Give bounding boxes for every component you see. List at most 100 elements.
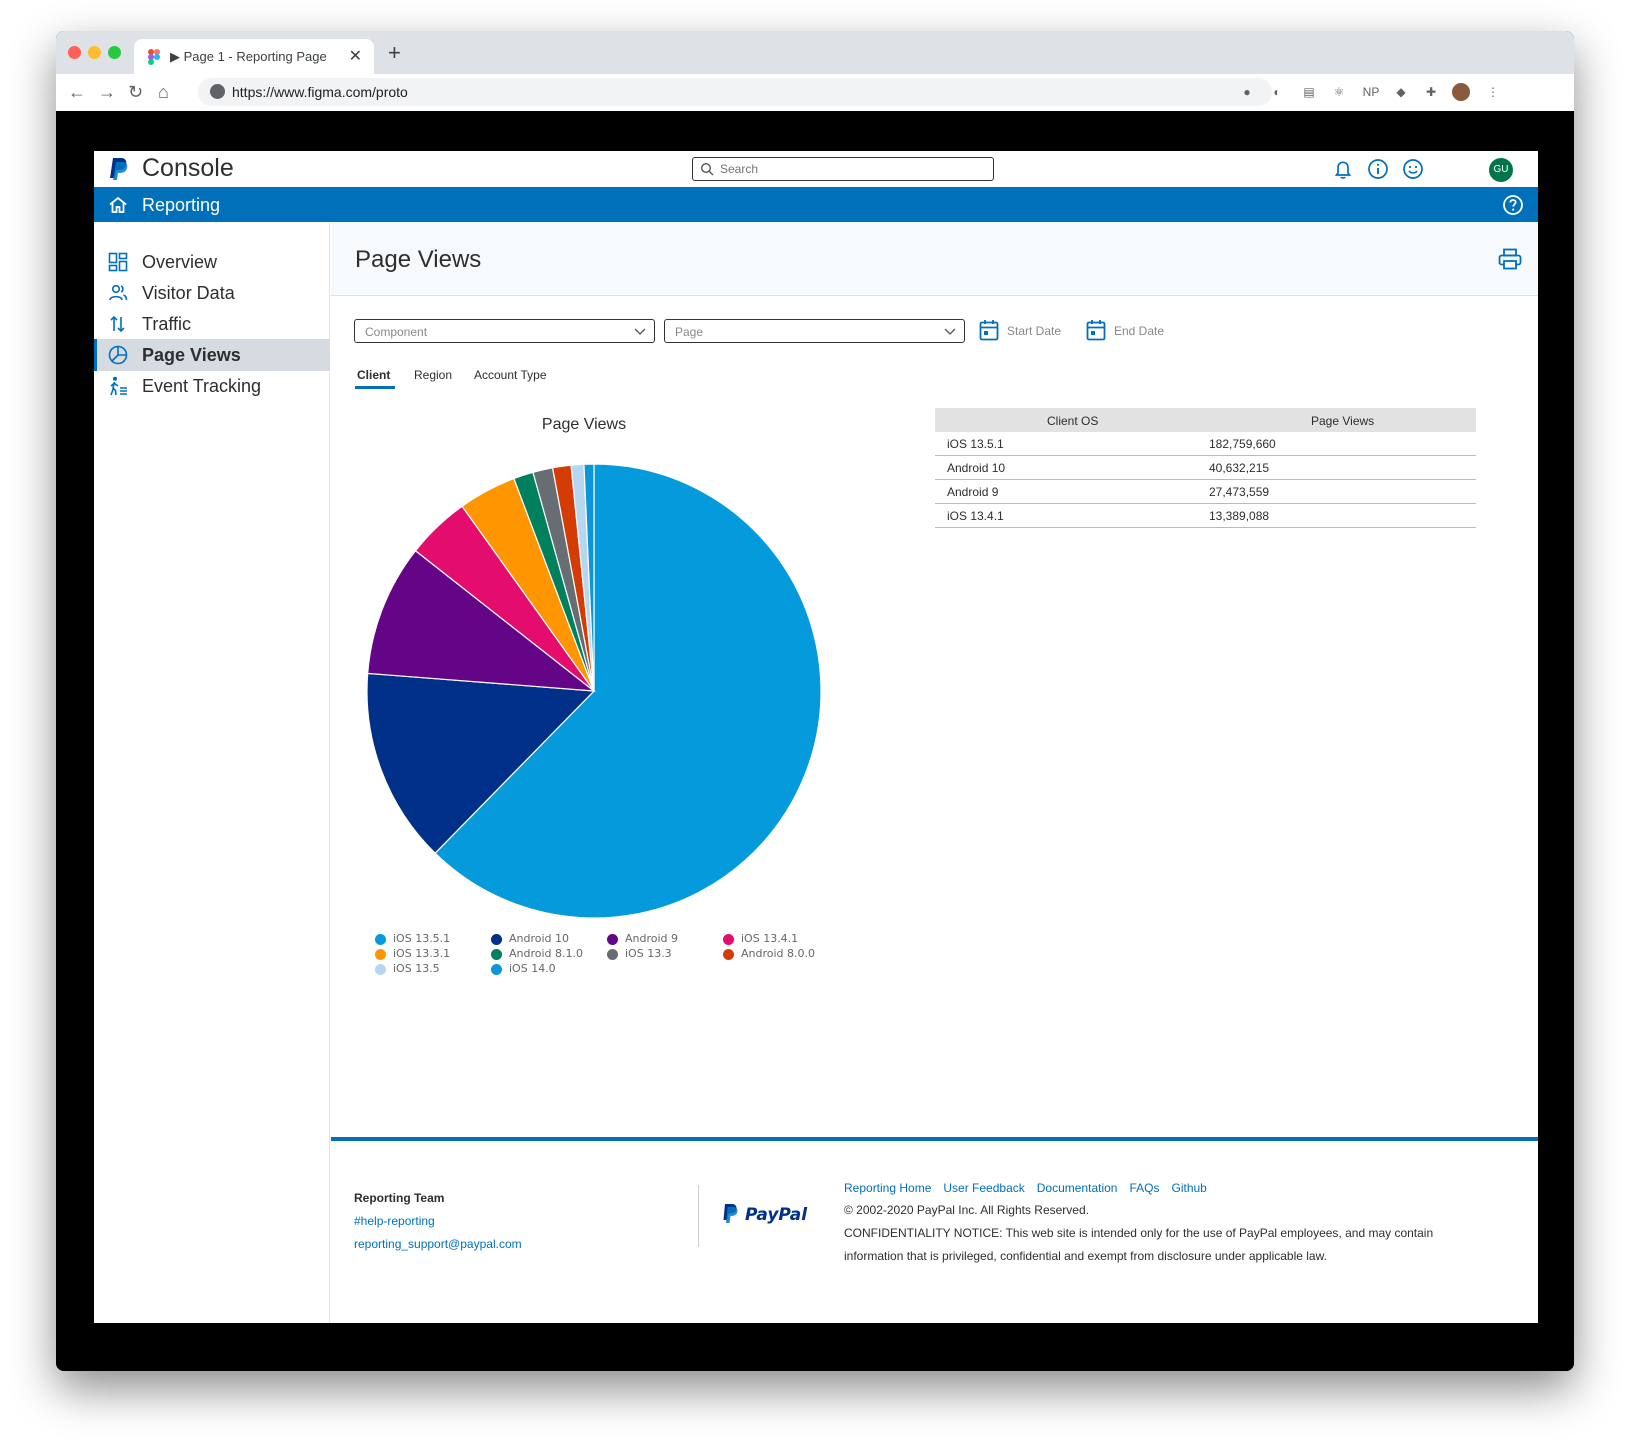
table-row[interactable]: iOS 13.4.1 13,389,088 — [935, 504, 1476, 528]
sidebar-item-label: Traffic — [142, 314, 192, 334]
footer-vertical-divider — [698, 1185, 699, 1247]
extension-icon[interactable]: ◐ — [1273, 85, 1281, 99]
footer-link-faqs[interactable]: FAQs — [1129, 1181, 1160, 1195]
legend-label: Android 9 — [625, 932, 679, 945]
legend-swatch — [723, 934, 734, 945]
pie-slice-android-9[interactable] — [367, 549, 596, 692]
footer-notice-line-2: information that is privileged, confiden… — [844, 1249, 1327, 1263]
cell-page-views: 182,759,660 — [1209, 437, 1276, 451]
sidebar-item-label: Overview — [142, 252, 218, 272]
close-window-button[interactable] — [68, 46, 81, 59]
cell-page-views: 27,473,559 — [1209, 485, 1270, 499]
puzzle-icon[interactable]: ✚ — [1425, 85, 1437, 99]
new-tab-button[interactable]: + — [388, 40, 401, 65]
column-header-client-os[interactable]: Client OS — [1047, 414, 1099, 428]
app-header: Console — [94, 151, 1538, 187]
sidebar-item-label: Visitor Data — [142, 283, 235, 303]
footer-nav: Reporting Home User Feedback Documentation… — [844, 1179, 1219, 1197]
legend-label: iOS 13.5 — [393, 962, 440, 975]
paypal-wordmark-logo: PayPal — [723, 1204, 808, 1225]
user-avatar[interactable]: GU — [1489, 158, 1513, 182]
help-icon[interactable] — [1502, 194, 1524, 216]
address-bar[interactable]: https://www.figma.com/proto — [198, 78, 1272, 106]
page-select-value: Page — [675, 325, 704, 339]
footer-link-reporting-home[interactable]: Reporting Home — [844, 1181, 932, 1195]
page-select[interactable]: Page — [664, 319, 965, 343]
table-header: Client OS Page Views — [935, 408, 1476, 432]
maximize-window-button[interactable] — [108, 46, 121, 59]
start-date-picker[interactable]: Start Date — [979, 319, 1075, 343]
table-row[interactable]: Android 10 40,632,215 — [935, 456, 1476, 480]
sidebar-item-event-tracking[interactable]: Event Tracking — [94, 370, 330, 402]
menu-dots-icon[interactable]: ⋮ — [1487, 85, 1499, 99]
home-icon[interactable]: ⌂ — [158, 82, 169, 102]
footer-email-link[interactable]: reporting_support@paypal.com — [354, 1237, 522, 1251]
reload-icon[interactable]: ↻ — [128, 82, 144, 102]
extension-icon[interactable]: ● — [1243, 85, 1251, 99]
cell-client-os: iOS 13.5.1 — [947, 437, 1004, 451]
shield-extension-icon[interactable]: ◆ — [1396, 85, 1406, 99]
end-date-label: End Date — [1114, 324, 1165, 338]
browser-tab[interactable]: ▶ Page 1 - Reporting Page ✕ — [134, 39, 374, 74]
back-icon[interactable]: ← — [68, 82, 86, 102]
page-header: Page Views — [331, 222, 1538, 296]
table-row[interactable]: Android 9 27,473,559 — [935, 480, 1476, 504]
chevron-down-icon — [944, 328, 956, 335]
profile-avatar[interactable] — [1452, 83, 1470, 101]
end-date-picker[interactable]: End Date — [1086, 319, 1182, 343]
extension-icon[interactable]: ▤ — [1303, 85, 1315, 99]
np-extension-icon[interactable]: NP — [1362, 85, 1380, 99]
print-icon[interactable] — [1498, 248, 1522, 270]
legend-label: Android 8.1.0 — [509, 947, 584, 960]
tab-title: ▶ Page 1 - Reporting Page — [170, 49, 327, 64]
column-header-page-views[interactable]: Page Views — [1311, 414, 1375, 428]
pie-chart[interactable] — [365, 462, 823, 920]
component-select-value: Component — [365, 325, 428, 339]
react-devtools-icon[interactable]: ⚛ — [1333, 85, 1345, 99]
section-title: Reporting — [142, 195, 221, 215]
sidebar-item-visitor-data[interactable]: Visitor Data — [94, 277, 330, 309]
paypal-logo-icon[interactable] — [108, 157, 128, 181]
footer-slack-link[interactable]: #help-reporting — [354, 1214, 435, 1228]
legend-swatch — [607, 949, 618, 960]
tab-close-icon[interactable]: ✕ — [348, 48, 362, 65]
legend-label: iOS 13.3 — [625, 947, 672, 960]
walker-icon — [110, 376, 127, 396]
legend-swatch — [491, 934, 502, 945]
grid-icon — [108, 252, 128, 272]
page-viewport: Console — [56, 111, 1574, 1371]
pie-slice-ios-14-0[interactable] — [583, 463, 595, 692]
pie-slice-android-10[interactable] — [366, 672, 596, 855]
sidebar-item-overview[interactable]: Overview — [94, 246, 330, 278]
pie-slice-ios-13-5-1[interactable] — [434, 463, 822, 919]
home-icon[interactable] — [108, 195, 128, 215]
tab-region[interactable]: Region — [414, 368, 453, 382]
tab-account-type[interactable]: Account Type — [474, 368, 547, 382]
table-row[interactable]: iOS 13.5.1 182,759,660 — [935, 432, 1476, 456]
legend-label: iOS 13.4.1 — [741, 932, 799, 945]
arrows-updown-icon — [110, 315, 125, 333]
sidebar-item-label: Page Views — [142, 345, 241, 365]
footer-link-github[interactable]: Github — [1171, 1181, 1207, 1195]
browser-toolbar: ← → ↻ ⌂ https://www.figma.com/proto ● ◐ … — [56, 74, 1574, 111]
info-icon[interactable] — [1367, 158, 1389, 180]
legend-label: iOS 14.0 — [509, 962, 556, 975]
figma-icon — [148, 49, 160, 65]
component-select[interactable]: Component — [354, 319, 655, 343]
search-icon — [700, 162, 714, 176]
sidebar-item-page-views[interactable]: Page Views — [94, 339, 330, 371]
footer-link-user-feedback[interactable]: User Feedback — [943, 1181, 1025, 1195]
forward-icon[interactable]: → — [98, 82, 116, 102]
bell-icon[interactable] — [1332, 158, 1354, 180]
footer-link-documentation[interactable]: Documentation — [1036, 1181, 1118, 1195]
smiley-icon[interactable] — [1402, 158, 1424, 180]
search-box[interactable] — [692, 157, 994, 181]
footer: Reporting Team #help-reporting reporting… — [331, 1141, 1538, 1323]
calendar-icon — [979, 320, 999, 341]
minimize-window-button[interactable] — [88, 46, 101, 59]
browser-window: ▶ Page 1 - Reporting Page ✕ + ← → ↻ ⌂ ht… — [56, 31, 1574, 1371]
sidebar-item-traffic[interactable]: Traffic — [94, 308, 330, 340]
legend-label: Android 8.0.0 — [741, 947, 816, 960]
tab-client[interactable]: Client — [357, 368, 391, 382]
search-input[interactable] — [720, 160, 990, 178]
